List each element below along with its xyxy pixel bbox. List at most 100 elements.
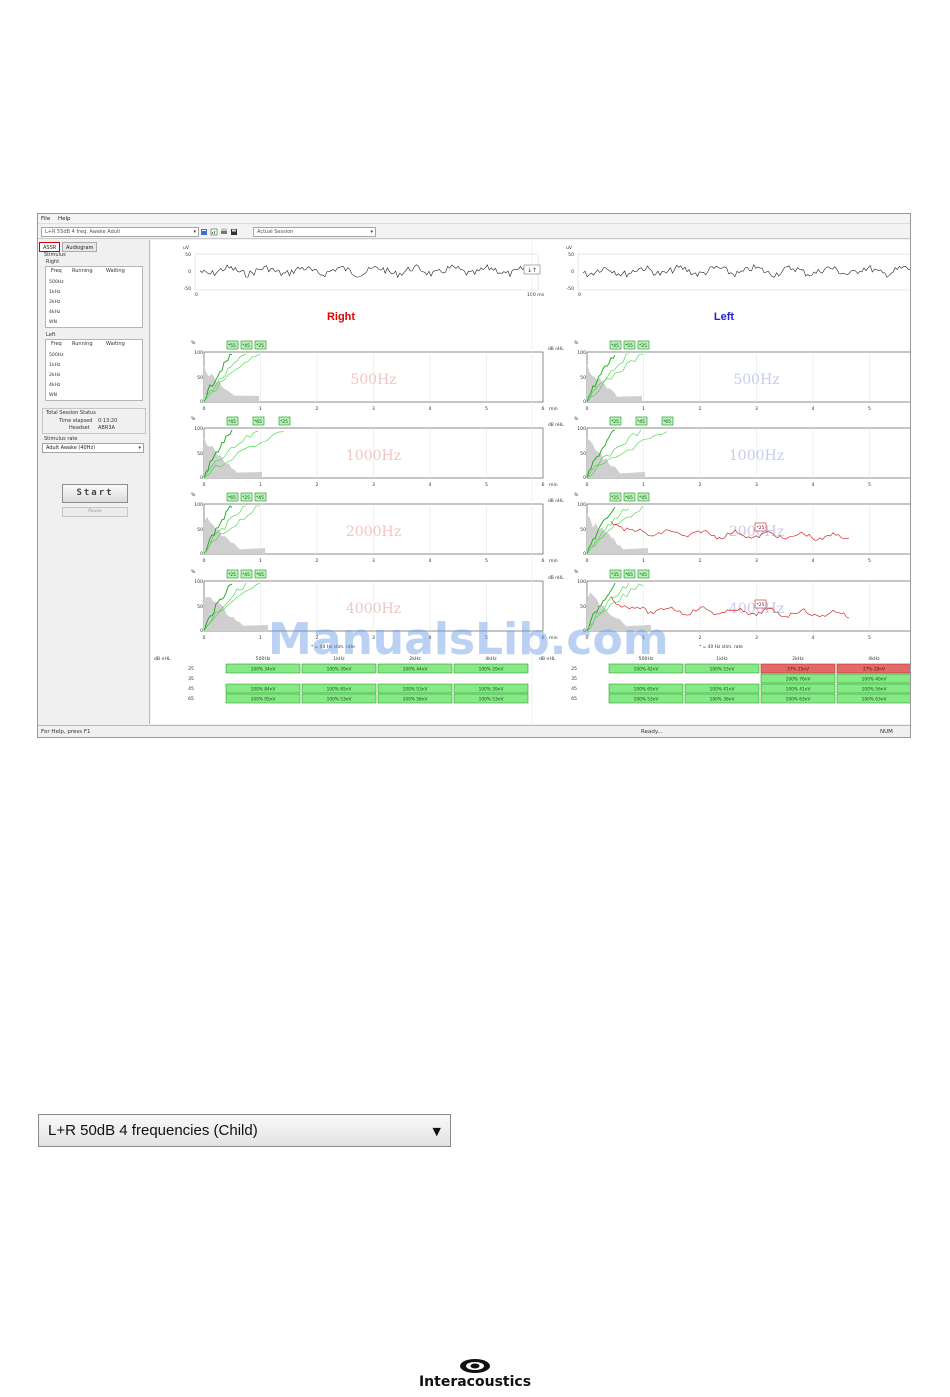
stimulus-rate-select[interactable]: Adult Awake (40Hz) ▾ bbox=[42, 443, 144, 453]
eeg-y-tick: 0 bbox=[188, 269, 191, 275]
session-select[interactable]: Actual Session ▾ bbox=[253, 227, 376, 237]
right-frequency-list[interactable]: Freq Running Waiting 500Hz 1kHz 2kHz 4kH… bbox=[45, 266, 143, 328]
report-icon[interactable] bbox=[200, 228, 208, 236]
noise-curve bbox=[610, 521, 850, 541]
list-item[interactable]: 500Hz bbox=[49, 353, 64, 358]
side-title-left: Left bbox=[714, 311, 735, 323]
graph-x-tick: 4 bbox=[429, 406, 432, 412]
table-cell-text: 37% 25nV bbox=[787, 667, 809, 673]
graph-y-tick: 50 bbox=[197, 604, 203, 610]
graph-x-tick: 4 bbox=[812, 482, 815, 488]
response-level-tag-text: *45 bbox=[242, 572, 250, 578]
table-cell bbox=[453, 663, 529, 674]
eeg-x-tick: 100 ms bbox=[527, 292, 545, 298]
graph-x-tick: 6 bbox=[542, 482, 545, 488]
table-cell-text: 100% 36nV bbox=[710, 697, 735, 703]
assr-application-window: File Help L+R 55dB 4 freq. Awake Adult ▾… bbox=[37, 213, 911, 738]
chevron-down-icon: ▾ bbox=[138, 445, 141, 451]
eeg-unit-label: uV bbox=[566, 245, 573, 251]
graph-x-tick: 2 bbox=[316, 635, 319, 641]
response-level-tag-text: *45 bbox=[242, 343, 250, 349]
left-frequency-list[interactable]: Freq Running Waiting 500Hz 1kHz 2kHz 4kH… bbox=[45, 339, 143, 401]
status-state: Ready... bbox=[641, 729, 663, 735]
menu-help[interactable]: Help bbox=[58, 216, 71, 222]
graph-x-tick: 4 bbox=[812, 635, 815, 641]
tab-assr[interactable]: ASSR bbox=[39, 242, 61, 252]
graph-level-unit: dB nHL bbox=[548, 346, 564, 352]
graph-x-tick: 3 bbox=[755, 482, 758, 488]
response-level-tag bbox=[637, 492, 650, 502]
list-item[interactable]: 1kHz bbox=[49, 363, 61, 368]
response-curve bbox=[203, 582, 261, 632]
table-cell-text: 100% 42nV bbox=[634, 667, 659, 673]
response-curve bbox=[586, 355, 616, 403]
graph-y-tick: 50 bbox=[580, 375, 586, 381]
protocol-dropdown[interactable]: L+R 50dB 4 frequencies (Child) ▼ bbox=[38, 1114, 451, 1147]
response-curve bbox=[203, 353, 247, 403]
list-item[interactable]: WN bbox=[49, 393, 57, 398]
graph-y-tick: 0 bbox=[583, 475, 586, 481]
graph-level-unit: dB nHL bbox=[548, 422, 564, 428]
graph-y-tick: 0 bbox=[200, 399, 203, 405]
response-curve bbox=[586, 353, 644, 403]
print-icon[interactable] bbox=[220, 228, 228, 236]
graph-y-tick: 100 bbox=[577, 350, 586, 356]
response-level-tag-text: *45 bbox=[637, 419, 645, 425]
table-cell-text: 100% 39nV bbox=[327, 667, 352, 673]
eeg-x-tick: 100 ms bbox=[910, 292, 911, 298]
graph-x-tick: 3 bbox=[372, 482, 375, 488]
graph-level-unit: dB nHL bbox=[548, 498, 564, 504]
response-level-tag-text: *25 bbox=[611, 419, 619, 425]
save-icon[interactable] bbox=[230, 228, 238, 236]
response-level-tag-text: *65 bbox=[663, 419, 671, 425]
tab-audiogram[interactable]: Audiogram bbox=[62, 242, 98, 252]
list-item[interactable]: 4kHz bbox=[49, 383, 61, 388]
response-curve bbox=[203, 353, 233, 403]
table-level-label: 45 bbox=[188, 686, 194, 692]
list-item[interactable]: 2kHz bbox=[49, 300, 61, 305]
table-cell bbox=[836, 673, 910, 684]
table-cell-text: 100% 84nV bbox=[251, 687, 276, 693]
graph-x-tick: 5 bbox=[868, 406, 871, 412]
graph-y-tick: 100 bbox=[577, 426, 586, 432]
response-curve bbox=[203, 429, 233, 479]
response-level-tag bbox=[226, 416, 239, 426]
graph-x-tick: 0 bbox=[586, 635, 589, 641]
graph-x-tick: 5 bbox=[868, 635, 871, 641]
pause-button[interactable]: Pause bbox=[62, 507, 128, 517]
protocol-select[interactable]: L+R 55dB 4 freq. Awake Adult ▾ bbox=[41, 227, 199, 237]
table-cell-text: 100% 53nV bbox=[403, 687, 428, 693]
rate-note-left: * = 40 Hz stim. rate bbox=[699, 644, 743, 650]
list-item[interactable]: 1kHz bbox=[49, 290, 61, 295]
chart-icon[interactable] bbox=[210, 228, 218, 236]
graph-y-tick: 50 bbox=[580, 451, 586, 457]
table-cell-text: 27% 29nV bbox=[863, 667, 885, 673]
response-level-tag-text: *45 bbox=[228, 419, 236, 425]
headset-value: ABR3A bbox=[98, 425, 115, 431]
status-num: NUM bbox=[880, 729, 893, 735]
graph-x-tick: 1 bbox=[642, 406, 645, 412]
graph-y-tick: 0 bbox=[200, 628, 203, 634]
graph-x-tick: 1 bbox=[259, 406, 262, 412]
graph-x-tick: 3 bbox=[755, 406, 758, 412]
graph-x-tick: 5 bbox=[868, 482, 871, 488]
response-level-tag bbox=[226, 340, 239, 350]
rate-note-right: * = 40 Hz stim. rate bbox=[311, 644, 355, 650]
list-item[interactable]: 4kHz bbox=[49, 310, 61, 315]
list-item[interactable]: 2kHz bbox=[49, 373, 61, 378]
graph-frequency-label: 2000Hz bbox=[346, 524, 401, 540]
eeg-y-tick: 50 bbox=[185, 252, 191, 258]
table-cell bbox=[760, 673, 836, 684]
graph-x-tick: 5 bbox=[485, 558, 488, 564]
graph-y-tick: 100 bbox=[194, 426, 203, 432]
list-item[interactable]: WN bbox=[49, 320, 57, 325]
start-button[interactable]: Start bbox=[62, 484, 128, 503]
graph-y-unit: % bbox=[191, 340, 196, 346]
graph-y-tick: 100 bbox=[577, 579, 586, 585]
status-help: For Help, press F1 bbox=[41, 729, 91, 735]
table-cell-text: 100% 53nV bbox=[634, 697, 659, 703]
graph-frame bbox=[586, 580, 910, 632]
list-item[interactable]: 500Hz bbox=[49, 280, 64, 285]
graph-level-unit: dB nHL bbox=[548, 575, 564, 581]
menu-file[interactable]: File bbox=[41, 216, 51, 222]
